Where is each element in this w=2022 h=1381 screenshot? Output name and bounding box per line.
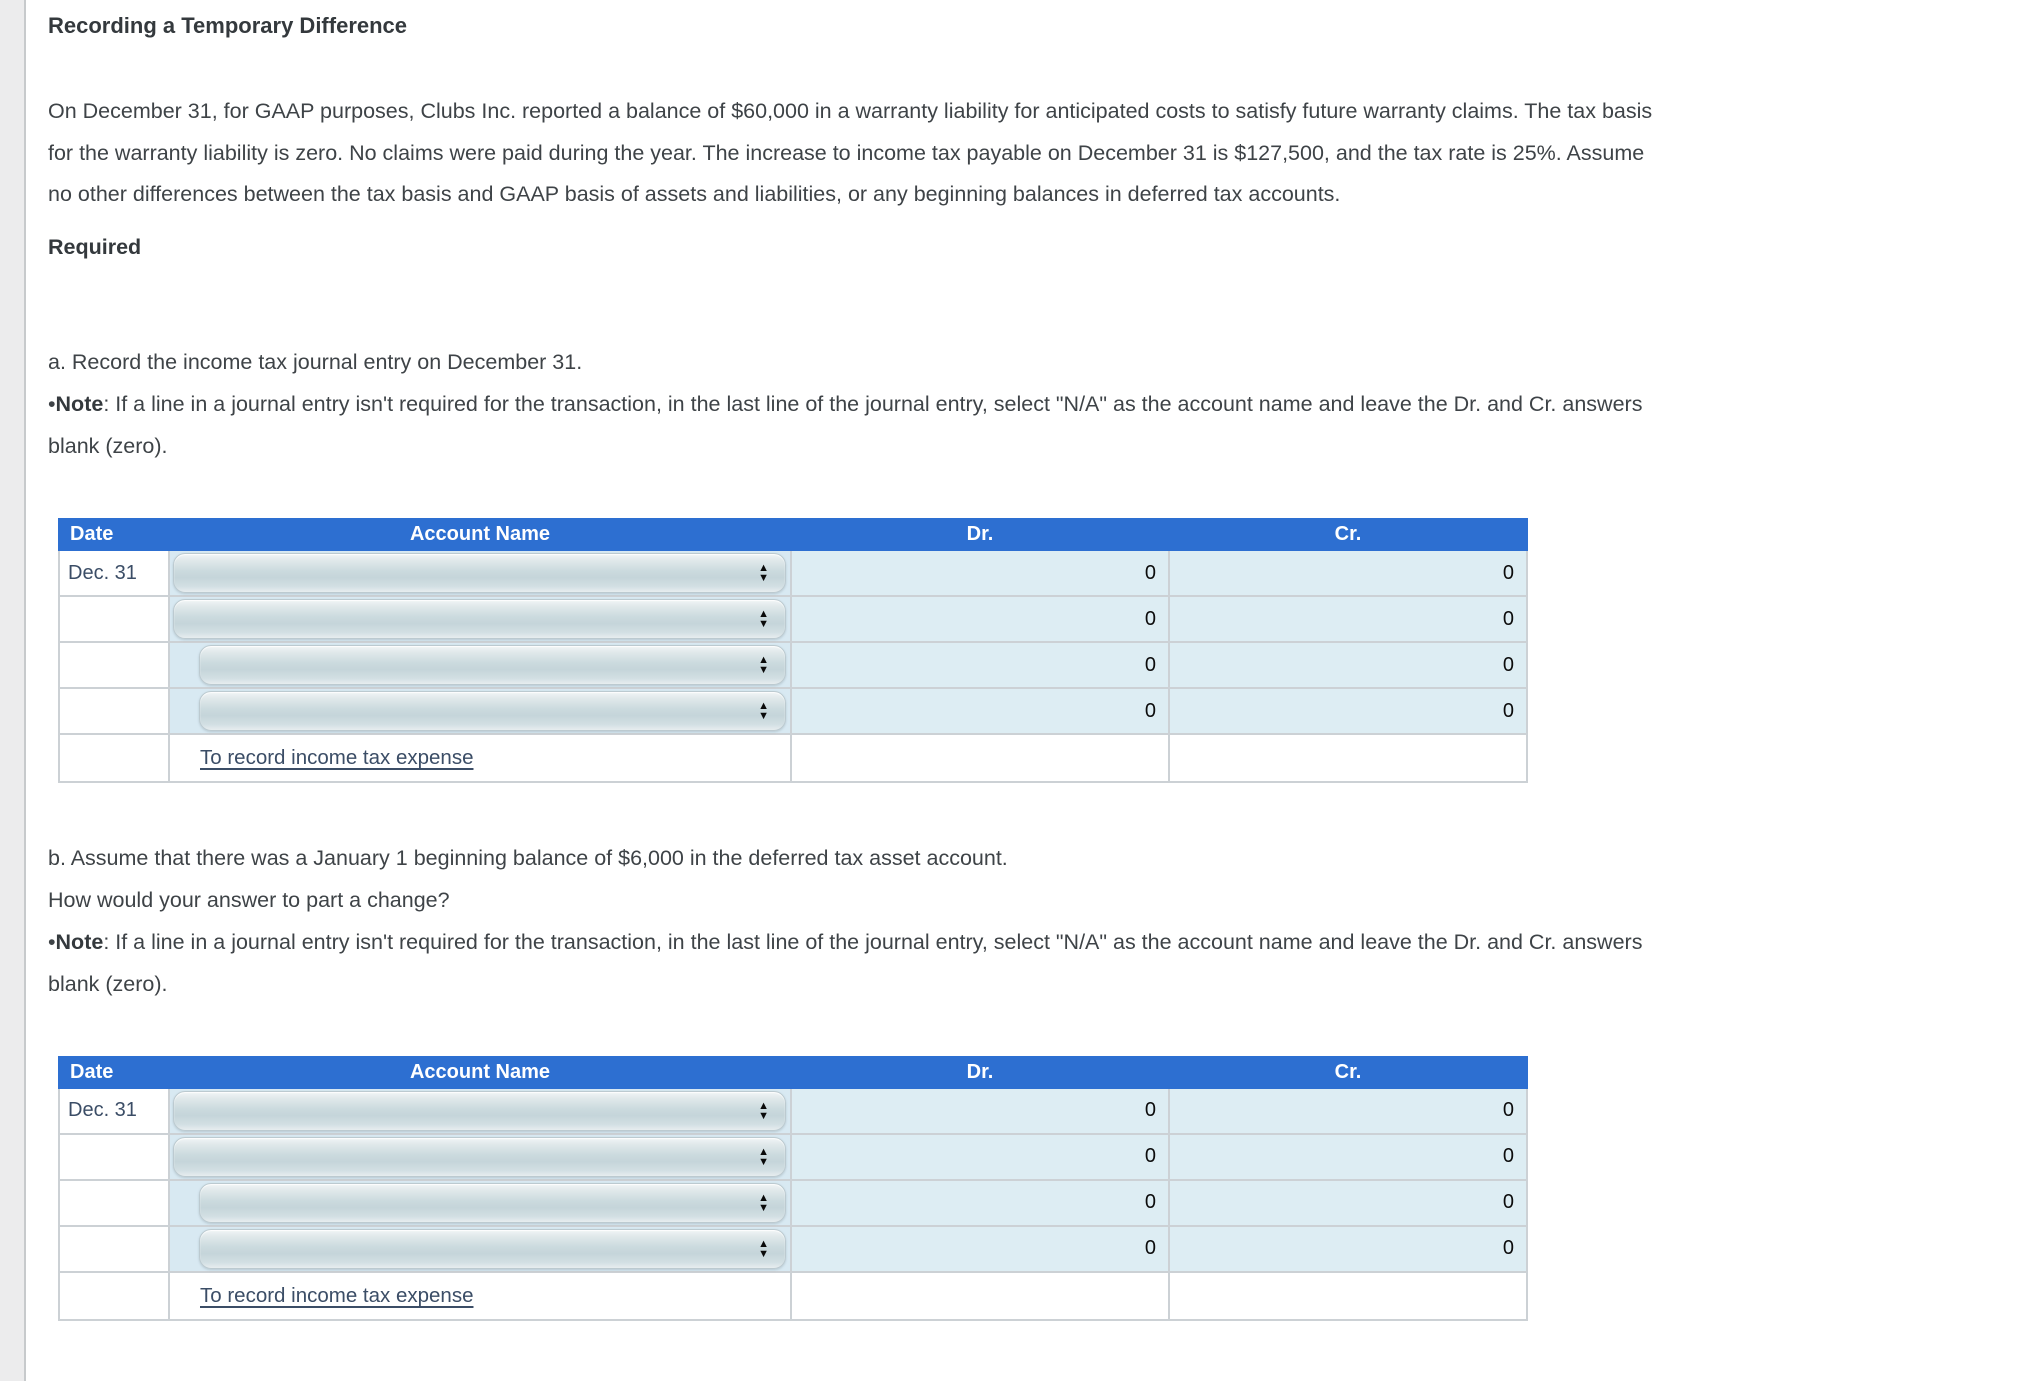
account-name-select[interactable]: ▲ ▼: [173, 1090, 786, 1131]
note-bullet: •: [48, 392, 56, 417]
date-cell: [58, 595, 170, 644]
dr-input-cell[interactable]: 0: [790, 1224, 1170, 1273]
cr-empty-cell: [1168, 733, 1528, 784]
problem-content: Recording a Temporary Difference On Dece…: [48, 0, 1988, 1321]
journal-row: ▲ ▼ 0 0: [58, 687, 1528, 736]
dr-empty-cell: [790, 733, 1170, 784]
cr-input-cell[interactable]: 0: [1168, 1224, 1528, 1273]
cr-input-cell[interactable]: 0: [1168, 641, 1528, 690]
cr-input-cell[interactable]: 0: [1168, 549, 1528, 598]
account-name-select[interactable]: ▲ ▼: [173, 599, 786, 640]
account-name-select[interactable]: ▲ ▼: [199, 691, 786, 732]
col-header-account: Account Name: [168, 518, 792, 552]
dr-input-cell[interactable]: 0: [790, 1178, 1170, 1227]
part-a-instruction: a. Record the income tax journal entry o…: [48, 350, 583, 375]
part-b-note: •Note: If a line in a journal entry isn'…: [48, 922, 1673, 1006]
table-header-row: Date Account Name Dr. Cr.: [58, 518, 1528, 552]
note-text: : If a line in a journal entry isn't req…: [48, 392, 1643, 459]
select-arrows-icon: ▲ ▼: [758, 1145, 769, 1168]
cr-input-cell[interactable]: 0: [1168, 687, 1528, 736]
journal-table-b: Date Account Name Dr. Cr. Dec. 31 ▲ ▼ 0 0…: [58, 1055, 1528, 1321]
cr-input-cell[interactable]: 0: [1168, 1178, 1528, 1227]
date-cell: [58, 641, 170, 690]
journal-row: Dec. 31 ▲ ▼ 0 0: [58, 549, 1528, 598]
select-arrows-icon: ▲ ▼: [758, 1237, 769, 1260]
select-arrows-icon: ▲ ▼: [758, 562, 769, 585]
date-cell: [58, 1270, 170, 1321]
account-name-select[interactable]: ▲ ▼: [173, 553, 786, 594]
dr-input-cell[interactable]: 0: [790, 549, 1170, 598]
dr-input-cell[interactable]: 0: [790, 1086, 1170, 1135]
note-text: : If a line in a journal entry isn't req…: [48, 930, 1643, 996]
journal-row: ▲ ▼ 0 0: [58, 1132, 1528, 1181]
cr-empty-cell: [1168, 1270, 1528, 1321]
select-arrows-icon: ▲ ▼: [758, 654, 769, 677]
journal-description: To record income tax expense: [200, 746, 474, 770]
col-header-dr: Dr.: [790, 1055, 1170, 1089]
journal-description: To record income tax expense: [200, 1283, 474, 1307]
dr-input-cell[interactable]: 0: [790, 641, 1170, 690]
account-name-select[interactable]: ▲ ▼: [199, 645, 786, 686]
journal-row: Dec. 31 ▲ ▼ 0 0: [58, 1086, 1528, 1135]
dr-input-cell[interactable]: 0: [790, 1132, 1170, 1181]
dr-empty-cell: [790, 1270, 1170, 1321]
part-a-block: a. Record the income tax journal entry o…: [48, 342, 1673, 468]
col-header-account: Account Name: [168, 1055, 792, 1089]
journal-footer-row: To record income tax expense: [58, 733, 1528, 784]
select-arrows-icon: ▲ ▼: [758, 700, 769, 723]
select-arrows-icon: ▲ ▼: [758, 1191, 769, 1214]
dr-input-cell[interactable]: 0: [790, 687, 1170, 736]
journal-table-a: Date Account Name Dr. Cr. Dec. 31 ▲ ▼ 0 0…: [58, 518, 1528, 784]
col-header-dr: Dr.: [790, 518, 1170, 552]
col-header-cr: Cr.: [1168, 518, 1528, 552]
cr-input-cell[interactable]: 0: [1168, 1132, 1528, 1181]
date-cell: [58, 1132, 170, 1181]
journal-footer-row: To record income tax expense: [58, 1270, 1528, 1321]
date-cell: Dec. 31: [58, 1086, 170, 1135]
page-title: Recording a Temporary Difference: [48, 13, 408, 38]
required-heading: Required: [48, 235, 142, 260]
journal-row: ▲ ▼ 0 0: [58, 1224, 1528, 1273]
date-cell: [58, 1224, 170, 1273]
problem-statement: On December 31, for GAAP purposes, Clubs…: [48, 98, 1653, 207]
date-cell: [58, 687, 170, 736]
journal-row: ▲ ▼ 0 0: [58, 641, 1528, 690]
note-bullet: •: [48, 930, 56, 955]
table-header-row: Date Account Name Dr. Cr.: [58, 1055, 1528, 1089]
part-b-instruction-line2: How would your answer to part a change?: [48, 888, 450, 913]
cr-input-cell[interactable]: 0: [1168, 595, 1528, 644]
account-name-select[interactable]: ▲ ▼: [173, 1136, 786, 1177]
date-cell: [58, 1178, 170, 1227]
account-name-select[interactable]: ▲ ▼: [199, 1228, 786, 1269]
date-cell: [58, 733, 170, 784]
part-b-instruction-line1: b. Assume that there was a January 1 beg…: [48, 846, 1008, 871]
part-b-block: b. Assume that there was a January 1 beg…: [48, 838, 1673, 1006]
note-label: Note: [55, 392, 104, 417]
col-header-cr: Cr.: [1168, 1055, 1528, 1089]
dr-input-cell[interactable]: 0: [790, 595, 1170, 644]
col-header-date: Date: [58, 518, 170, 552]
select-arrows-icon: ▲ ▼: [758, 608, 769, 631]
account-name-select[interactable]: ▲ ▼: [199, 1182, 786, 1223]
part-a-note: •Note: If a line in a journal entry isn'…: [48, 384, 1673, 468]
select-arrows-icon: ▲ ▼: [758, 1099, 769, 1122]
cr-input-cell[interactable]: 0: [1168, 1086, 1528, 1135]
note-label: Note: [55, 930, 104, 955]
journal-row: ▲ ▼ 0 0: [58, 1178, 1528, 1227]
date-cell: Dec. 31: [58, 549, 170, 598]
journal-row: ▲ ▼ 0 0: [58, 595, 1528, 644]
col-header-date: Date: [58, 1055, 170, 1089]
page-left-rail: [0, 0, 26, 1381]
